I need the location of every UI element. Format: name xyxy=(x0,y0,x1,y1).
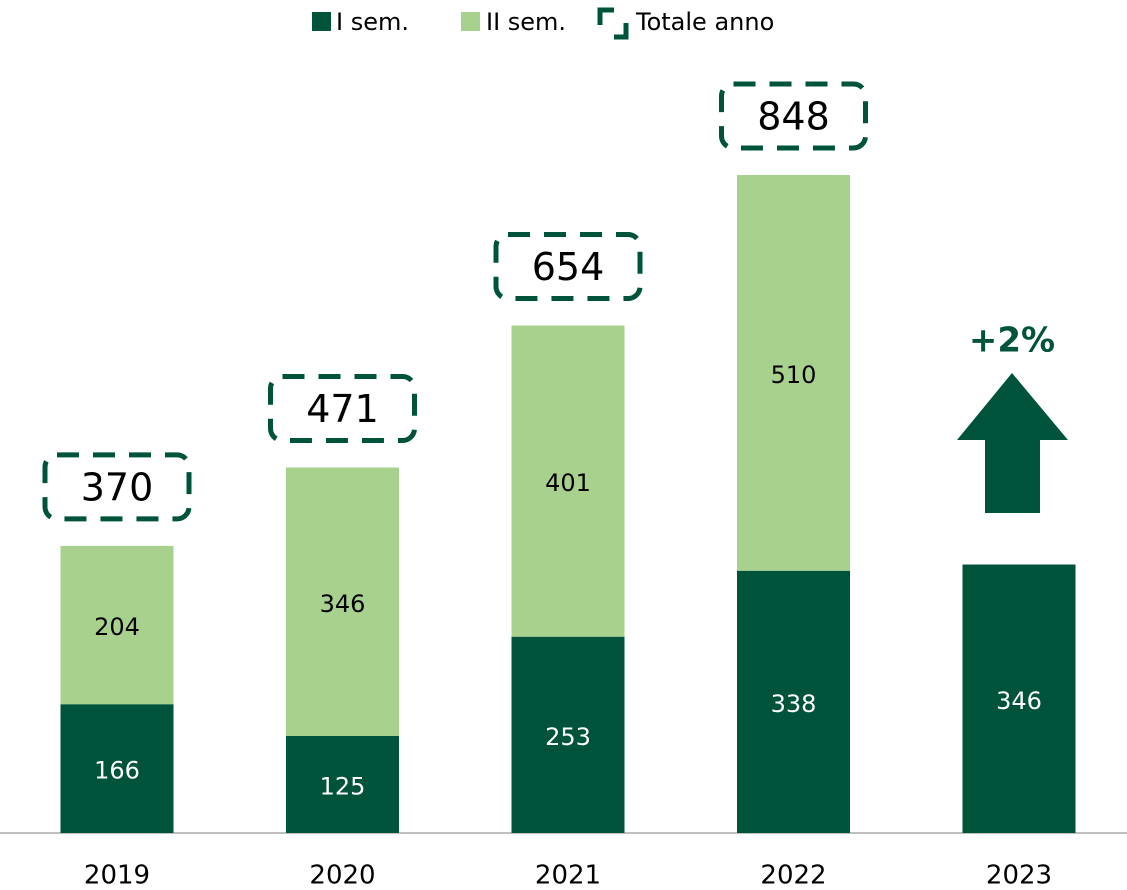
data-label: 338 xyxy=(771,690,817,718)
x-tick-label: 2019 xyxy=(84,861,150,890)
x-tick-label: 2020 xyxy=(309,861,375,890)
bar-segment xyxy=(60,704,174,833)
bar-segment xyxy=(737,570,850,833)
data-label: 346 xyxy=(320,590,366,618)
bar-segment xyxy=(737,175,850,571)
bar-segment xyxy=(60,545,174,705)
total-box xyxy=(719,81,868,151)
total-label: 471 xyxy=(306,387,379,431)
legend-label: Totale anno xyxy=(635,8,774,36)
data-label: 125 xyxy=(320,773,366,801)
growth-arrow xyxy=(957,373,1068,513)
x-tick-label: 2022 xyxy=(760,861,826,890)
bar-segment xyxy=(286,736,399,833)
x-tick-label: 2021 xyxy=(535,861,601,890)
legend-swatch xyxy=(312,12,331,31)
legend-swatch xyxy=(461,12,480,31)
legend-label: I sem. xyxy=(336,8,409,36)
total-label: 370 xyxy=(81,465,154,509)
legend: I sem. II sem. Totale anno xyxy=(312,7,774,40)
total-box xyxy=(493,232,643,302)
bar-segment xyxy=(511,325,625,637)
legend-total-icon xyxy=(597,7,629,40)
data-label: 204 xyxy=(94,613,140,641)
data-label: 166 xyxy=(94,757,140,785)
bar-segment xyxy=(962,564,1076,833)
x-tick-label: 2023 xyxy=(986,861,1052,890)
data-label: 346 xyxy=(996,687,1042,715)
annotation: +2% xyxy=(969,321,1055,361)
legend-label: II sem. xyxy=(486,8,566,36)
total-box xyxy=(268,374,417,444)
total-box xyxy=(42,452,192,522)
total-label: 654 xyxy=(532,245,605,289)
data-label: 401 xyxy=(545,469,591,497)
bar-segment xyxy=(511,636,625,833)
data-label: 510 xyxy=(771,361,817,389)
bar-segment xyxy=(286,467,399,737)
data-label: 253 xyxy=(545,723,591,751)
total-label: 848 xyxy=(757,95,830,139)
